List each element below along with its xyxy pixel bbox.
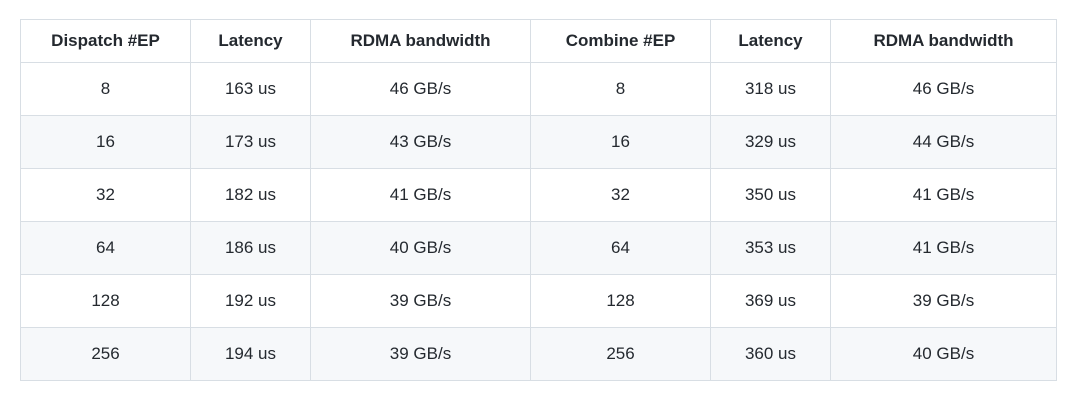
table-cell: 353 us (710, 221, 831, 275)
table-cell: 39 GB/s (830, 274, 1057, 328)
table-row: 32 182 us 41 GB/s 32 350 us 41 GB/s (20, 168, 1057, 222)
column-header-combine-ep: Combine #EP (530, 19, 711, 63)
table-cell: 182 us (190, 168, 311, 222)
table-cell: 163 us (190, 62, 311, 116)
table-cell: 39 GB/s (310, 327, 531, 381)
table-row: 128 192 us 39 GB/s 128 369 us 39 GB/s (20, 274, 1057, 328)
table-cell: 41 GB/s (830, 168, 1057, 222)
header-row: Dispatch #EP Latency RDMA bandwidth Comb… (20, 19, 1057, 63)
table-header: Dispatch #EP Latency RDMA bandwidth Comb… (20, 19, 1057, 63)
table-cell: 256 (530, 327, 711, 381)
table-cell: 318 us (710, 62, 831, 116)
table-cell: 350 us (710, 168, 831, 222)
table-cell: 46 GB/s (310, 62, 531, 116)
column-header-dispatch-latency: Latency (190, 19, 311, 63)
table-cell: 360 us (710, 327, 831, 381)
table-cell: 192 us (190, 274, 311, 328)
table-row: 256 194 us 39 GB/s 256 360 us 40 GB/s (20, 327, 1057, 381)
column-header-combine-bandwidth: RDMA bandwidth (830, 19, 1057, 63)
table-cell: 46 GB/s (830, 62, 1057, 116)
table-cell: 186 us (190, 221, 311, 275)
table-cell: 128 (20, 274, 191, 328)
table-cell: 329 us (710, 115, 831, 169)
table-cell: 41 GB/s (310, 168, 531, 222)
table-cell: 256 (20, 327, 191, 381)
table-cell: 44 GB/s (830, 115, 1057, 169)
table-cell: 32 (20, 168, 191, 222)
column-header-combine-latency: Latency (710, 19, 831, 63)
table-cell: 173 us (190, 115, 311, 169)
benchmark-table: Dispatch #EP Latency RDMA bandwidth Comb… (20, 19, 1057, 381)
column-header-dispatch-bandwidth: RDMA bandwidth (310, 19, 531, 63)
table-cell: 40 GB/s (830, 327, 1057, 381)
table-cell: 8 (20, 62, 191, 116)
table-cell: 194 us (190, 327, 311, 381)
table-body: 8 163 us 46 GB/s 8 318 us 46 GB/s 16 173… (20, 62, 1057, 381)
table-cell: 8 (530, 62, 711, 116)
table-row: 64 186 us 40 GB/s 64 353 us 41 GB/s (20, 221, 1057, 275)
table-cell: 32 (530, 168, 711, 222)
table-cell: 64 (20, 221, 191, 275)
column-header-dispatch-ep: Dispatch #EP (20, 19, 191, 63)
table-cell: 16 (530, 115, 711, 169)
table-cell: 128 (530, 274, 711, 328)
table-cell: 43 GB/s (310, 115, 531, 169)
table-cell: 41 GB/s (830, 221, 1057, 275)
benchmark-table-container: Dispatch #EP Latency RDMA bandwidth Comb… (20, 19, 1057, 381)
table-cell: 369 us (710, 274, 831, 328)
table-cell: 40 GB/s (310, 221, 531, 275)
table-row: 8 163 us 46 GB/s 8 318 us 46 GB/s (20, 62, 1057, 116)
table-cell: 39 GB/s (310, 274, 531, 328)
table-row: 16 173 us 43 GB/s 16 329 us 44 GB/s (20, 115, 1057, 169)
table-cell: 64 (530, 221, 711, 275)
table-cell: 16 (20, 115, 191, 169)
